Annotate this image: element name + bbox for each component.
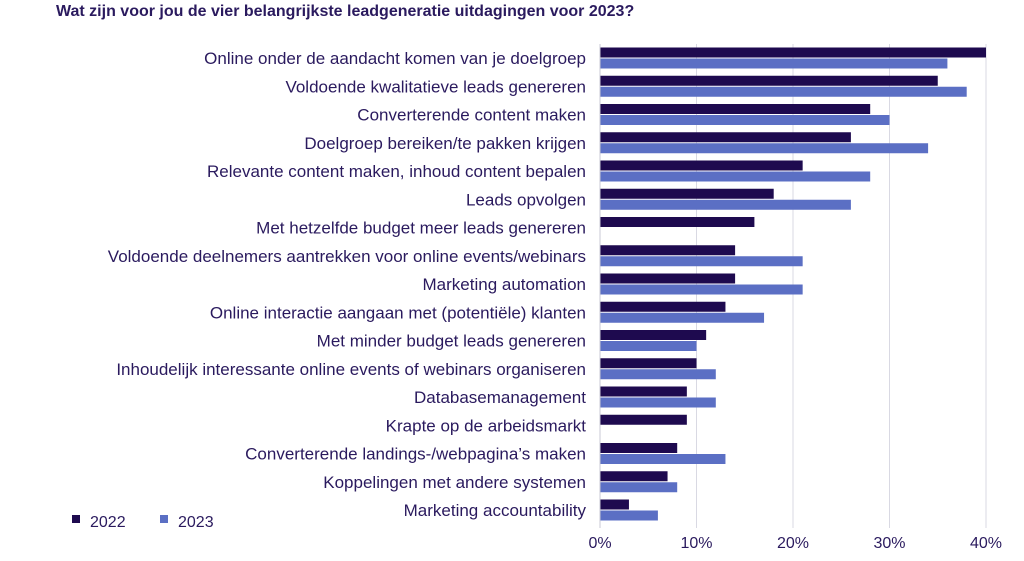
bar-2022 — [600, 330, 707, 340]
bar-2023 — [600, 341, 697, 351]
bar-2023 — [600, 312, 765, 323]
bar-2023 — [600, 369, 716, 380]
bar-2023 — [600, 199, 851, 210]
x-tick-label: 10% — [680, 535, 712, 552]
category-label: Met minder budget leads genereren — [317, 332, 586, 351]
category-label: Converterende landings-/webpagina’s make… — [245, 445, 586, 464]
bar-2022 — [600, 75, 938, 86]
bar-2022 — [600, 132, 851, 143]
category-label: Inhoudelijk interessante online events o… — [116, 360, 586, 379]
category-label: Voldoende deelnemers aantrekken voor onl… — [108, 247, 586, 266]
category-label: Online onder de aandacht komen van je do… — [204, 49, 586, 68]
x-tick-label: 40% — [970, 535, 1002, 552]
category-label: Voldoende kwalitatieve leads genereren — [285, 77, 586, 96]
bar-2023 — [600, 143, 929, 154]
legend-swatch-2023 — [160, 515, 168, 523]
category-label: Online interactie aangaan met (potentiël… — [210, 303, 586, 322]
bar-2023 — [600, 171, 871, 182]
bar-2023 — [600, 284, 803, 295]
bar-2022 — [600, 104, 871, 114]
category-label: Doelgroep bereiken/te pakken krijgen — [304, 134, 586, 153]
category-label: Krapte op de arbeidsmarkt — [386, 416, 587, 435]
bar-2023 — [600, 86, 967, 97]
bar-2023 — [600, 510, 658, 521]
legend-label: 2023 — [178, 514, 214, 531]
x-tick-label: 0% — [588, 535, 611, 552]
legend-swatch-2022 — [72, 515, 80, 523]
bar-2023 — [600, 58, 948, 69]
category-label: Leads opvolgen — [466, 190, 586, 209]
bar-2022 — [600, 245, 736, 256]
bar-2023 — [600, 115, 890, 125]
bar-2022 — [600, 471, 668, 482]
bar-2023 — [600, 397, 716, 408]
category-label: Marketing automation — [423, 275, 586, 294]
x-tick-label: 30% — [873, 535, 905, 552]
category-label: Marketing accountability — [404, 501, 587, 520]
bar-2022 — [600, 414, 687, 425]
bar-2023 — [600, 256, 803, 267]
category-label: Relevante content maken, inhoud content … — [207, 162, 586, 181]
bar-2022 — [600, 358, 697, 369]
legend-label: 2022 — [90, 514, 126, 531]
category-label: Met hetzelfde budget meer leads generere… — [256, 219, 586, 238]
bar-2022 — [600, 273, 736, 284]
bar-2022 — [600, 499, 629, 510]
x-tick-label: 20% — [777, 535, 809, 552]
category-label: Databasemanagement — [414, 388, 586, 407]
bar-2022 — [600, 386, 687, 397]
bar-2022 — [600, 160, 803, 171]
bar-2022 — [600, 217, 755, 227]
category-label: Koppelingen met andere systemen — [323, 473, 586, 492]
chart-title: Wat zijn voor jou de vier belangrijkste … — [56, 3, 635, 20]
bar-2023 — [600, 454, 726, 464]
bar-2022 — [600, 443, 678, 453]
category-label: Converterende content maken — [357, 106, 586, 125]
bar-2022 — [600, 188, 774, 199]
bar-2022 — [600, 47, 986, 58]
bar-2023 — [600, 482, 678, 493]
bar-2022 — [600, 301, 726, 312]
